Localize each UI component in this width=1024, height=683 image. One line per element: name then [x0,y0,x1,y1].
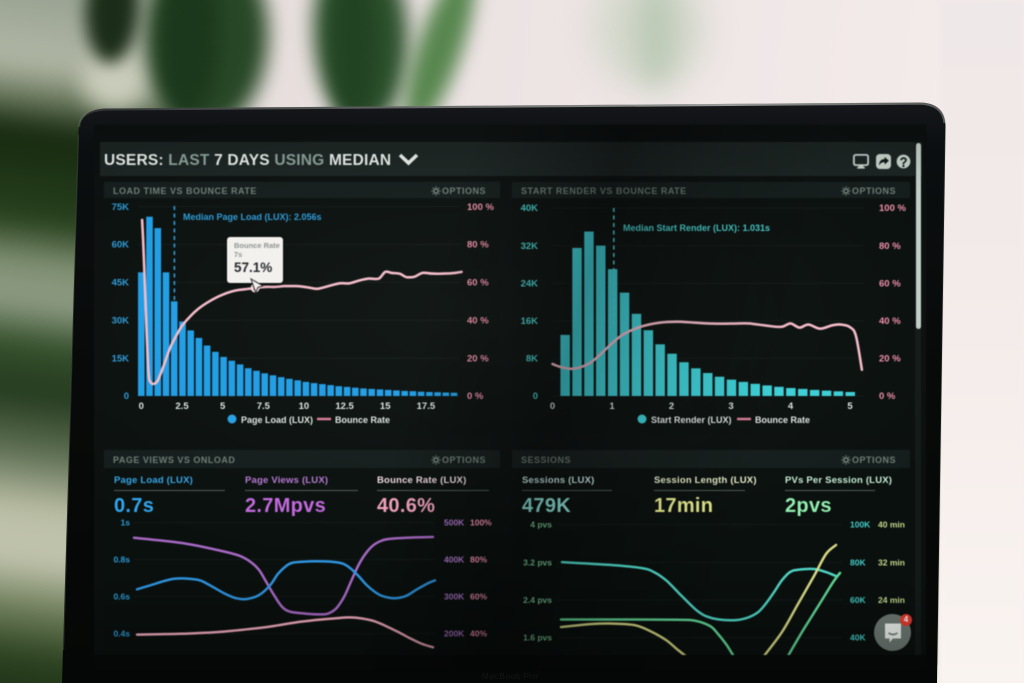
svg-text:80%: 80% [470,555,487,565]
svg-text:20 %: 20 % [467,353,489,364]
svg-text:0.4s: 0.4s [113,629,130,639]
svg-text:5: 5 [847,401,853,412]
svg-text:80 %: 80 % [467,240,489,251]
svg-text:100%: 100% [470,518,492,528]
svg-text:0: 0 [124,391,129,402]
svg-text:24 min: 24 min [878,595,905,605]
svg-text:60%: 60% [470,592,487,602]
svg-text:16K: 16K [521,316,539,327]
svg-text:Median Start Render (LUX): 1.0: Median Start Render (LUX): 1.031s [623,223,770,233]
svg-text:0.6s: 0.6s [113,592,130,602]
svg-text:40 min: 40 min [878,520,905,530]
svg-text:24K: 24K [521,278,539,289]
svg-text:Median Page Load (LUX): 2.056s: Median Page Load (LUX): 2.056s [183,212,322,222]
svg-text:1.6 pvs: 1.6 pvs [523,633,552,643]
svg-text:40 %: 40 % [467,316,489,327]
svg-text:45K: 45K [112,278,130,289]
svg-text:Bounce Rate: Bounce Rate [755,415,810,425]
svg-text:40K: 40K [850,633,866,643]
svg-text:1: 1 [609,401,615,412]
svg-text:2.4 pvs: 2.4 pvs [523,595,552,605]
svg-text:40 %: 40 % [879,316,901,327]
svg-text:300K: 300K [444,592,465,602]
svg-text:0 %: 0 % [879,391,896,402]
svg-text:Page Load (LUX): Page Load (LUX) [241,415,313,425]
svg-text:0.8s: 0.8s [113,555,130,565]
svg-text:3.2 pvs: 3.2 pvs [523,558,552,568]
svg-text:20 %: 20 % [879,354,901,365]
svg-text:100 %: 100 % [467,202,494,213]
svg-text:100 %: 100 % [879,203,906,214]
svg-text:60K: 60K [112,240,130,251]
svg-text:1s: 1s [121,518,131,528]
svg-text:200K: 200K [444,629,465,639]
svg-text:32K: 32K [521,241,539,252]
svg-text:15: 15 [380,401,391,412]
svg-text:17.5: 17.5 [417,401,436,412]
svg-text:0: 0 [533,391,538,402]
svg-text:40K: 40K [521,203,539,214]
svg-text:5: 5 [220,401,226,412]
svg-text:75K: 75K [112,202,130,213]
svg-text:100K: 100K [850,520,871,530]
svg-text:2: 2 [669,401,674,412]
svg-text:32 min: 32 min [878,558,905,568]
svg-text:15K: 15K [112,353,130,364]
svg-text:10: 10 [299,401,310,412]
svg-text:8K: 8K [526,354,538,365]
svg-text:7.5: 7.5 [257,401,271,412]
svg-text:80 %: 80 % [879,241,901,252]
svg-text:4 pvs: 4 pvs [530,520,552,530]
svg-text:0: 0 [139,401,144,412]
svg-text:Start Render (LUX): Start Render (LUX) [651,415,732,425]
svg-text:40%: 40% [470,629,487,639]
svg-text:2.5: 2.5 [175,401,189,412]
svg-text:60K: 60K [850,595,866,605]
svg-text:0: 0 [550,401,555,412]
svg-text:3: 3 [728,401,733,412]
svg-text:60 %: 60 % [879,278,901,289]
svg-text:400K: 400K [444,555,465,565]
svg-text:12.5: 12.5 [335,401,354,412]
svg-text:500K: 500K [444,518,465,528]
svg-text:80K: 80K [850,558,866,568]
svg-text:Bounce Rate: Bounce Rate [335,415,390,425]
svg-text:0 %: 0 % [467,391,484,402]
svg-text:30K: 30K [112,316,130,327]
svg-text:60 %: 60 % [467,278,489,289]
svg-text:4: 4 [788,401,794,412]
